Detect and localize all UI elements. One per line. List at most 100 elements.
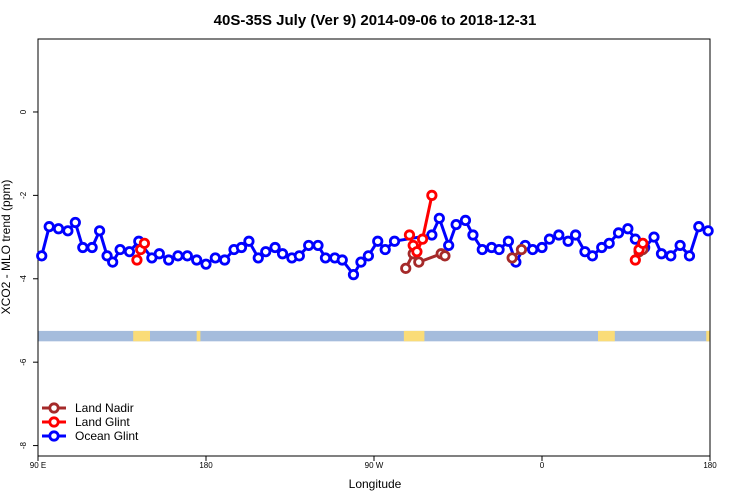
land-segment-2: [403, 330, 425, 342]
land-segment-3: [598, 330, 615, 342]
point-land-glint-0: [131, 254, 143, 266]
point-ocean-glint-69: [655, 248, 668, 260]
point-land-nadir-4: [439, 250, 451, 262]
x-tick-label-1: 180: [199, 461, 213, 470]
point-ocean-glint-37: [355, 256, 367, 268]
point-ocean-glint-24: [243, 235, 255, 247]
point-ocean-glint-26: [260, 246, 272, 258]
point-ocean-glint-31: [303, 239, 315, 252]
point-ocean-glint-39: [372, 235, 384, 247]
point-ocean-glint-27: [269, 241, 281, 254]
point-ocean-glint-54: [527, 243, 539, 256]
x-axis: 90 E 180 90 W 0 180: [30, 456, 717, 470]
point-ocean-glint-50: [493, 243, 505, 256]
point-ocean-glint-9: [107, 256, 119, 268]
point-ocean-glint-61: [586, 250, 599, 262]
point-ocean-glint-71: [674, 239, 686, 252]
legend-label-land-nadir: Land Nadir: [75, 401, 134, 415]
legend-item-ocean-glint: Ocean Glint: [42, 429, 139, 443]
point-land-glint-3: [403, 229, 416, 241]
point-ocean-glint-73: [693, 221, 705, 233]
legend-item-land-glint: Land Glint: [42, 415, 130, 429]
point-ocean-glint-3: [62, 225, 74, 237]
x-axis-label: Longitude: [349, 477, 402, 491]
point-ocean-glint-14: [153, 248, 165, 260]
point-ocean-glint-7: [94, 225, 106, 237]
x-tick-label-4: 180: [703, 461, 717, 470]
point-ocean-glint-16: [172, 250, 184, 262]
point-land-nadir-0: [400, 262, 412, 274]
point-ocean-glint-21: [219, 254, 231, 266]
x-tick-label-0: 90 E: [30, 461, 46, 470]
legend-label-ocean-glint: Ocean Glint: [75, 429, 139, 443]
point-land-nadir-6: [515, 243, 528, 256]
point-ocean-glint-44: [443, 239, 455, 252]
point-ocean-glint-72: [683, 250, 696, 262]
point-ocean-glint-55: [536, 241, 548, 254]
point-ocean-glint-65: [622, 223, 634, 235]
point-ocean-glint-74: [702, 225, 714, 237]
point-ocean-glint-32: [312, 239, 324, 252]
y-tick-label-4: -8: [19, 441, 28, 449]
point-ocean-glint-41: [388, 235, 401, 247]
series-land-glint: [131, 189, 649, 266]
land-segment-1: [196, 330, 201, 342]
point-land-glint-6: [416, 233, 429, 245]
point-ocean-glint-25: [252, 252, 264, 264]
point-ocean-glint-18: [191, 254, 203, 266]
point-ocean-glint-36: [347, 269, 360, 281]
point-ocean-glint-20: [209, 252, 221, 264]
y-tick-label-2: -4: [19, 275, 28, 283]
point-ocean-glint-5: [77, 241, 89, 254]
y-axis: 0 -2 -4 -6 -8: [19, 109, 38, 449]
point-ocean-glint-46: [459, 214, 472, 226]
point-ocean-glint-47: [467, 229, 479, 241]
point-ocean-glint-42: [426, 229, 438, 241]
y-tick-label-1: -2: [19, 191, 28, 199]
point-land-glint-5: [411, 246, 423, 258]
y-tick-label-0: 0: [19, 109, 28, 114]
point-ocean-glint-6: [86, 241, 98, 254]
point-ocean-glint-68: [648, 231, 660, 243]
legend-marker-land-nadir: [48, 402, 60, 414]
legend-label-land-glint: Land Glint: [75, 415, 130, 429]
point-ocean-glint-70: [665, 250, 677, 262]
legend-marker-ocean-glint: [48, 430, 60, 442]
point-ocean-glint-1: [43, 221, 55, 233]
point-ocean-glint-19: [200, 258, 212, 270]
y-axis-label: XCO2 - MLO trend (ppm): [0, 180, 13, 315]
point-ocean-glint-30: [293, 250, 305, 262]
point-ocean-glint-51: [502, 235, 514, 247]
legend-marker-land-glint: [48, 416, 60, 428]
point-ocean-glint-15: [163, 254, 175, 266]
point-ocean-glint-33: [319, 252, 332, 264]
point-land-glint-7: [426, 189, 438, 201]
point-ocean-glint-11: [123, 246, 136, 258]
point-ocean-glint-48: [476, 243, 488, 256]
series-ocean-glint: [36, 212, 714, 281]
point-ocean-glint-10: [114, 243, 126, 256]
point-ocean-glint-38: [362, 250, 374, 262]
point-ocean-glint-0: [36, 250, 48, 262]
legend-item-land-nadir: Land Nadir: [42, 401, 134, 415]
point-ocean-glint-56: [543, 233, 556, 245]
point-ocean-glint-58: [562, 235, 574, 247]
series-land-nadir: [400, 243, 649, 274]
ocean-band: [38, 330, 710, 342]
point-land-nadir-2: [413, 256, 425, 268]
point-ocean-glint-40: [379, 243, 391, 256]
point-land-glint-10: [637, 237, 649, 249]
land-segment-0: [133, 330, 150, 342]
point-ocean-glint-4: [69, 216, 81, 229]
land-ocean-band: [38, 330, 710, 342]
land-segment-4: [706, 330, 710, 342]
point-ocean-glint-2: [52, 223, 65, 235]
chart-title: 40S-35S July (Ver 9) 2014-09-06 to 2018-…: [214, 12, 537, 29]
point-ocean-glint-59: [569, 229, 582, 241]
point-ocean-glint-64: [612, 227, 625, 239]
point-ocean-glint-57: [553, 229, 565, 241]
point-ocean-glint-23: [235, 241, 248, 254]
point-ocean-glint-35: [336, 254, 348, 266]
point-land-glint-8: [629, 254, 641, 266]
